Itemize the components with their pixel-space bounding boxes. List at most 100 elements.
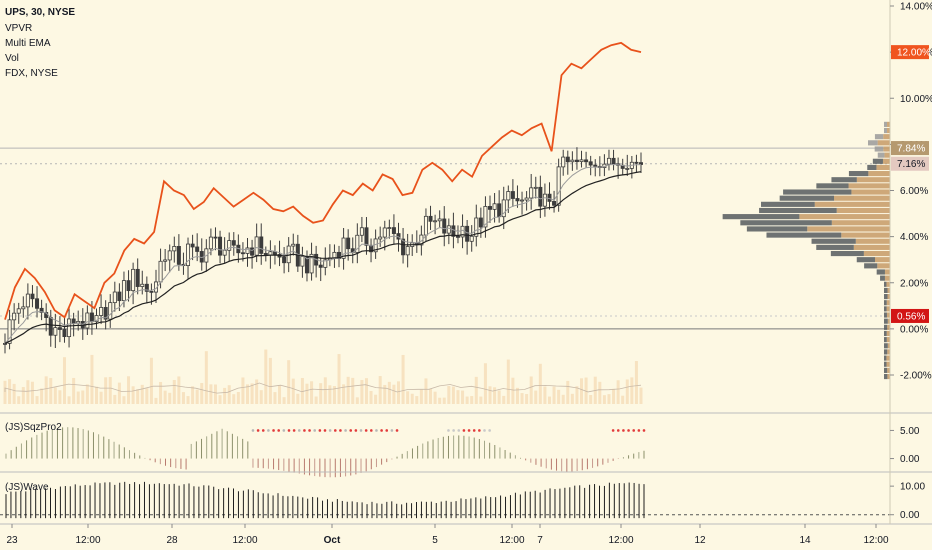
volume-bar <box>204 351 208 404</box>
squeeze-dot <box>323 429 327 432</box>
volume-bar <box>520 393 524 404</box>
volume-bar <box>351 377 355 404</box>
volume-bar <box>241 377 245 404</box>
volume-bar <box>67 396 71 404</box>
volume-bar <box>529 376 533 404</box>
volume-profile-down <box>746 226 808 232</box>
candle-body <box>108 302 113 320</box>
volume-bar <box>287 360 291 404</box>
volume-bar <box>447 385 451 404</box>
volume-bar <box>200 382 204 404</box>
volume-profile-up <box>831 220 890 226</box>
candle-body <box>437 218 442 222</box>
squeeze-dot <box>370 429 373 432</box>
volume-bar <box>168 392 172 404</box>
volume-bar <box>323 377 327 404</box>
volume-bar <box>319 383 323 404</box>
candle-body <box>391 227 396 234</box>
squeeze-dot <box>267 429 270 432</box>
volume-bar <box>525 394 529 404</box>
candle-body <box>538 186 543 207</box>
candle-body <box>172 246 177 252</box>
candle-body <box>291 243 296 247</box>
volume-bar <box>346 376 350 404</box>
candle-body <box>588 161 593 166</box>
candle-body <box>16 308 21 314</box>
volume-bar <box>598 381 602 404</box>
volume-bar <box>159 381 163 404</box>
candle-body <box>606 157 611 165</box>
squeeze-dot <box>488 429 491 432</box>
volume-profile-down <box>816 183 849 189</box>
volume-profile-down <box>877 152 885 158</box>
volume-profile-down <box>867 164 877 171</box>
candle-body <box>94 315 99 323</box>
volume-profile-up <box>834 195 890 201</box>
candle-body <box>478 217 483 228</box>
squeeze-dot <box>457 429 461 432</box>
volume-profile-down <box>884 121 888 127</box>
volume-profile-up <box>887 324 890 330</box>
volume-profile-down <box>856 257 876 263</box>
ema-fast-line <box>4 163 642 344</box>
volume-profile-up <box>887 349 890 355</box>
volume-bar <box>278 385 282 404</box>
squeeze-dot <box>622 429 625 432</box>
volume-bar <box>584 377 588 404</box>
volume-bar <box>378 376 382 404</box>
volume-profile-down <box>884 287 888 294</box>
candle-body <box>35 298 40 309</box>
squeeze-dot <box>611 429 615 432</box>
candle-body <box>611 157 616 165</box>
volume-profile-up <box>883 146 890 152</box>
candle-body <box>259 236 264 254</box>
candle-body <box>309 253 314 274</box>
volume-bar <box>236 392 240 404</box>
volume-profile-up <box>884 275 890 281</box>
price-pane[interactable] <box>0 41 890 404</box>
volume-bar <box>44 376 48 404</box>
squeeze-dot <box>616 429 620 432</box>
price-axis[interactable]: 14.00%12.00%10.00%8.00%6.00%4.00%2.00%0.… <box>0 0 932 525</box>
volume-bar <box>364 378 368 404</box>
volume-bar <box>580 378 584 404</box>
volume-bar <box>634 361 638 404</box>
squeeze-dot <box>462 429 466 432</box>
candle-body <box>483 206 488 228</box>
volume-bar <box>612 388 616 404</box>
volume-profile-up <box>884 152 890 158</box>
candle-body <box>465 225 470 242</box>
volume-bar <box>461 390 465 404</box>
candle-body <box>67 318 72 338</box>
volume-profile-up <box>877 140 890 146</box>
y-tick-label: -2.00% <box>900 371 932 382</box>
candle-body <box>126 280 131 292</box>
squeeze-dot <box>339 429 342 432</box>
volume-bar <box>99 391 103 404</box>
volume-bar <box>305 383 309 404</box>
wave-pane[interactable] <box>0 481 890 519</box>
volume-bars <box>3 349 643 404</box>
candle-body <box>574 159 579 163</box>
price-badge-label: 12.00% <box>897 48 931 59</box>
volume-bar <box>310 381 314 404</box>
squeeze-dot <box>472 429 476 432</box>
volume-profile-down <box>872 158 883 164</box>
candle-body <box>341 237 346 259</box>
squeeze-dot <box>303 429 306 432</box>
volume-profile-up <box>876 164 890 171</box>
volume-bar <box>163 390 167 404</box>
volume-bar <box>12 383 16 404</box>
time-axis[interactable]: 23 12:00 28 12:00 Oct 5 12:00 7 12:00 12 14 12:00 <box>6 524 889 546</box>
volume-bar <box>72 377 76 404</box>
volume-profile-down <box>884 343 888 349</box>
y-tick-label: 0.00 <box>900 510 920 521</box>
squeeze-pane[interactable] <box>5 427 646 478</box>
candle-body <box>254 236 259 256</box>
squeeze-dot <box>467 429 471 432</box>
volume-bar <box>53 387 57 404</box>
volume-profile-up <box>848 183 890 189</box>
volume-profile-up <box>887 367 890 373</box>
volume-profile-down <box>880 275 885 281</box>
volume-profile-down <box>779 195 835 201</box>
